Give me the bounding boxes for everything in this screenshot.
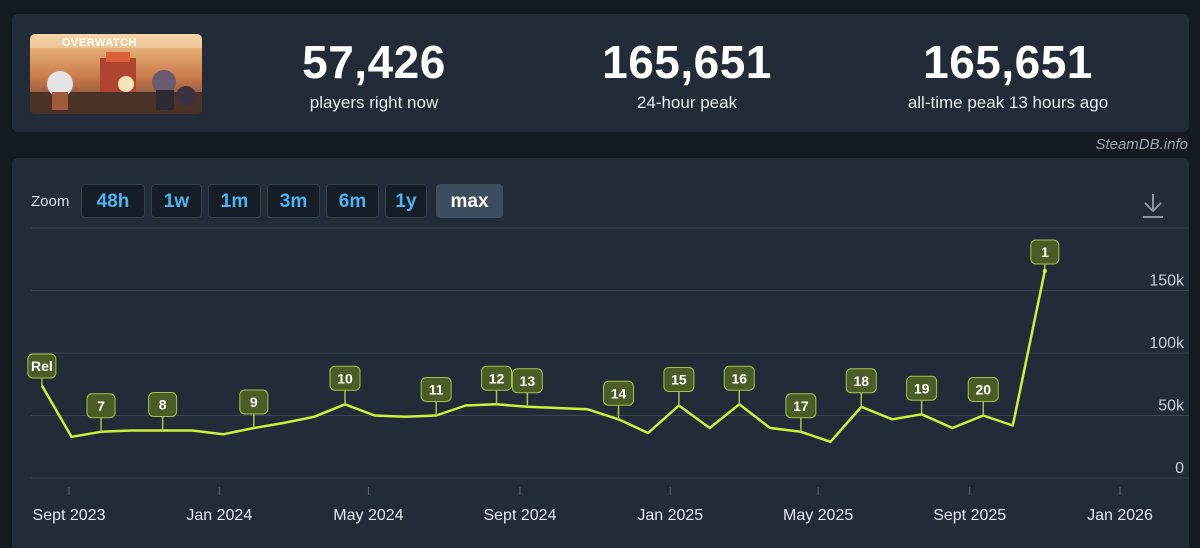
stat-value: 57,426 bbox=[302, 36, 446, 88]
x-tick-label: May 2025 bbox=[783, 507, 853, 524]
event-flag bbox=[511, 368, 543, 394]
event-flag bbox=[481, 365, 513, 391]
event-flag-label: 9 bbox=[250, 394, 258, 410]
zoom-3m-button[interactable]: 3m bbox=[267, 184, 320, 218]
game-thumbnail[interactable]: OVERWATCH bbox=[30, 34, 202, 114]
y-tick-label: 50k bbox=[1158, 398, 1185, 415]
event-flag-label: 17 bbox=[793, 398, 809, 414]
event-flag bbox=[239, 389, 269, 415]
x-tick-label: Jan 2025 bbox=[637, 507, 703, 524]
event-flag bbox=[420, 377, 452, 402]
event-flag bbox=[86, 393, 116, 419]
zoom-1w-button[interactable]: 1w bbox=[151, 184, 202, 218]
player-count-chart: 0 50k 100k 150k Sept 2023 Jan 2024 May 2024 Sep… bbox=[27, 227, 1189, 524]
stat-value: 165,651 bbox=[602, 36, 772, 88]
event-flag bbox=[1030, 239, 1060, 265]
game-logo-text: OVERWATCH bbox=[62, 37, 137, 49]
event-flag-label: 18 bbox=[853, 373, 869, 389]
x-tick-label: Jan 2026 bbox=[1087, 507, 1153, 524]
x-tick-label: Sept 2024 bbox=[483, 507, 556, 524]
zoom-48h-button[interactable]: 48h bbox=[81, 184, 145, 218]
y-tick-label: 150k bbox=[1149, 273, 1185, 290]
stat-label: 24-hour peak bbox=[636, 93, 738, 112]
event-flag-label: 7 bbox=[97, 398, 105, 414]
event-flag bbox=[845, 368, 877, 394]
event-flag-label: 10 bbox=[337, 370, 353, 386]
stat-players-now: 57,426 players right now bbox=[214, 38, 534, 114]
stat-label: players right now bbox=[309, 93, 439, 112]
y-tick-label: 100k bbox=[1149, 335, 1185, 352]
x-tick-label: Sept 2023 bbox=[33, 507, 106, 524]
zoom-1m-button[interactable]: 1m bbox=[208, 184, 261, 218]
x-tick-label: May 2024 bbox=[333, 507, 403, 524]
event-flag-label: 20 bbox=[975, 382, 991, 398]
event-flag-label: 8 bbox=[159, 397, 167, 413]
event-flag bbox=[603, 380, 635, 406]
event-flag-label: 12 bbox=[489, 370, 505, 386]
zoom-6m-button[interactable]: 6m bbox=[326, 184, 379, 218]
event-flag-label: 13 bbox=[520, 373, 536, 389]
x-tick-label: Jan 2024 bbox=[186, 507, 252, 524]
event-flag bbox=[906, 375, 938, 401]
event-flag bbox=[967, 377, 999, 402]
event-flag bbox=[27, 353, 57, 379]
stat-value: 165,651 bbox=[923, 36, 1093, 88]
stat-all-time-peak: 165,651 all-time peak 13 hours ago bbox=[848, 38, 1168, 114]
zoom-1y-button[interactable]: 1y bbox=[385, 184, 427, 218]
event-flag-label: 14 bbox=[611, 385, 627, 401]
event-flag-label: Rel bbox=[31, 358, 53, 374]
x-tick-label: Sept 2025 bbox=[933, 507, 1006, 524]
zoom-label: Zoom bbox=[31, 193, 70, 210]
event-flag bbox=[785, 393, 817, 419]
y-tick-label: 0 bbox=[1175, 460, 1184, 477]
zoom-max-button[interactable]: max bbox=[436, 184, 503, 218]
download-icon[interactable] bbox=[1141, 192, 1165, 220]
stats-panel: OVERWATCH 57,426 players right now 165,6… bbox=[12, 14, 1189, 132]
event-flag-label: 19 bbox=[914, 380, 930, 396]
event-flag bbox=[329, 365, 361, 391]
stat-24h-peak: 165,651 24-hour peak bbox=[527, 38, 847, 114]
series-end-point bbox=[1042, 268, 1047, 273]
event-flag-label: 11 bbox=[429, 382, 444, 398]
event-flag-label: 16 bbox=[731, 370, 747, 386]
event-flag bbox=[723, 365, 755, 391]
event-flag bbox=[663, 367, 695, 392]
chart-panel: Zoom 48h 1w 1m 3m 6m 1y max 0 50k 100k 150k… bbox=[12, 158, 1189, 548]
event-flag bbox=[148, 392, 178, 417]
steamdb-credit[interactable]: SteamDB.info bbox=[1095, 136, 1188, 153]
event-flag-label: 1 bbox=[1041, 244, 1049, 260]
stat-label: all-time peak 13 hours ago bbox=[907, 93, 1109, 112]
series-line bbox=[40, 270, 1047, 444]
event-flag-label: 15 bbox=[671, 372, 687, 388]
